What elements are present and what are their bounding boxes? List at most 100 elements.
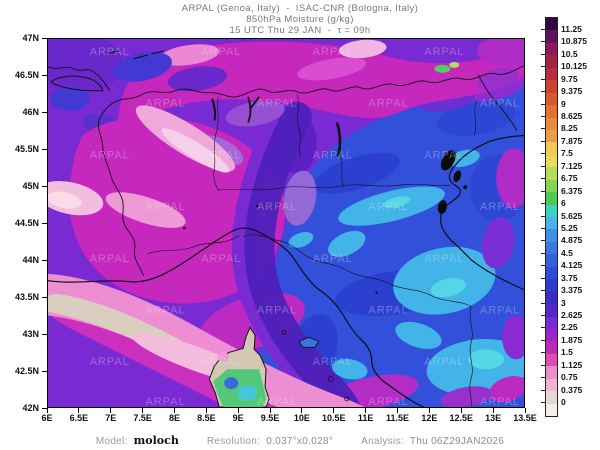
colorbar-tick [541, 277, 545, 279]
model-label: Model: [95, 436, 128, 447]
y-axis-tick [42, 296, 47, 298]
y-axis-label: 43N [22, 328, 39, 339]
colorbar-gradient [545, 17, 558, 417]
colorbar-cell [546, 142, 557, 155]
x-axis-label: 10E [293, 413, 310, 423]
colorbar-cell [546, 266, 557, 280]
colorbar-tick-label: 8.25 [561, 123, 578, 134]
coastlines [48, 134, 524, 407]
colorbar-tick [541, 140, 545, 142]
arpal-watermark: ARPAL [480, 305, 520, 317]
arpal-watermark: ARPAL [313, 46, 353, 58]
colorbar-tick [541, 364, 545, 366]
arpal-watermark: ARPAL [90, 253, 130, 265]
colorbar-tick-label: 9.375 [561, 86, 583, 97]
colorbar-tick [541, 389, 545, 391]
moisture-map: ARPAL ARPAL ARPAL ARPAL ARPAL ARPAL ARPAL ARPAL… [48, 39, 524, 407]
colorbar-tick [541, 153, 545, 155]
colorbar-cell [546, 241, 557, 255]
x-axis-tick [110, 408, 112, 413]
arpal-watermark: ARPAL [257, 305, 297, 317]
watermarks: ARPAL ARPAL ARPAL ARPAL ARPAL ARPAL ARPAL ARPAL… [90, 46, 520, 407]
colorbar-tick [541, 128, 545, 130]
colorbar-tick-label: 8.625 [561, 111, 583, 121]
y-axis-tick [42, 148, 47, 150]
colorbar-tick [541, 91, 545, 93]
arpal-watermark: ARPAL [145, 396, 185, 407]
colorbar-tick-label: 10.5 [561, 48, 578, 59]
model-value: moloch [133, 434, 179, 447]
colorbar-tick [541, 327, 545, 329]
regional-borders [147, 93, 477, 407]
colorbar-tick-label: 10.125 [561, 61, 587, 72]
x-axis-label: 12E [421, 413, 438, 423]
colorbar-tick-label: 9 [561, 98, 566, 109]
colorbar-tick-label: 0.375 [561, 384, 583, 395]
x-axis-tick [142, 408, 144, 413]
colorbar-tick-label: 4.125 [561, 260, 583, 271]
colorbar-tick-label: 1.875 [561, 334, 583, 345]
colorbar-tick [541, 339, 545, 341]
colorbar-cell [546, 55, 557, 68]
colorbar-tick [541, 116, 545, 117]
x-axis-tick [397, 408, 399, 413]
x-axis-tick [237, 408, 239, 413]
colorbar-cell [546, 105, 557, 118]
colorbar-tick-label: 6.375 [561, 185, 583, 196]
arpal-watermark: ARPAL [369, 201, 409, 213]
x-axis-label: 10.5E [322, 413, 346, 423]
analysis-field: Analysis: Thu 06Z29JAN2026 [361, 431, 504, 449]
arpal-watermark: ARPAL [369, 305, 409, 317]
colorbar-tick [541, 265, 545, 267]
resolution-value: 0.037°x0.028° [266, 436, 334, 447]
colorbar-tick [541, 240, 545, 242]
map-area: ARPAL ARPAL ARPAL ARPAL ARPAL ARPAL ARPAL ARPAL… [47, 38, 525, 408]
colorbar-tick [541, 66, 545, 68]
x-axis-tick [78, 408, 80, 413]
arpal-watermark: ARPAL [424, 46, 464, 58]
arpal-watermark: ARPAL [313, 149, 353, 161]
analysis-label: Analysis: [361, 436, 404, 447]
x-axis-tick [492, 408, 494, 413]
colorbar-cell [546, 279, 557, 292]
national-borders [48, 65, 524, 276]
arpal-watermark: ARPAL [90, 46, 130, 58]
colorbar-cell [546, 42, 557, 56]
x-axis-label: 9.5E [260, 413, 280, 423]
colorbar-tick [541, 252, 545, 254]
arpal-watermark: ARPAL [201, 253, 241, 265]
colorbar-tick [541, 215, 545, 217]
colorbar-cell [546, 403, 557, 416]
y-axis-label: 42N [22, 402, 39, 413]
x-axis-label: 11E [357, 413, 374, 423]
x-axis-label: 6.5E [69, 413, 89, 423]
colorbar-tick-label: 2.625 [561, 310, 583, 320]
y-axis-label: 44N [22, 254, 39, 265]
colorbar-cell [546, 353, 557, 367]
colorbar-tick-label: 6.75 [561, 173, 578, 184]
model-field: Model: moloch [96, 431, 179, 449]
colorbar-tick-label: 11.25 [561, 23, 582, 34]
colorbar-tick-label: 7.875 [561, 135, 583, 146]
header-field-line: 850hPa Moisture (g/kg) [246, 14, 354, 25]
arpal-watermark: ARPAL [145, 98, 185, 110]
y-axis-label: 42.5N [14, 365, 39, 376]
arpal-watermark: ARPAL [257, 396, 297, 407]
colorbar-cell [546, 67, 557, 81]
x-axis-label: 8E [168, 413, 180, 423]
y-axis-tick [42, 74, 47, 76]
arpal-watermark: ARPAL [480, 98, 520, 110]
colorbar-tick-label: 7.5 [561, 148, 573, 159]
arpal-watermark: ARPAL [257, 201, 297, 213]
arpal-watermark: ARPAL [480, 396, 520, 407]
x-axis-label: 7.5E [133, 413, 152, 423]
colorbar-cell [546, 192, 557, 205]
colorbar-cell [546, 217, 557, 230]
x-axis-label: 8.5E [197, 413, 216, 423]
colorbar-tick [541, 165, 545, 167]
corsica-island [208, 326, 270, 407]
x-axis-label: 11.5E [386, 413, 410, 423]
x-axis-tick [365, 408, 367, 413]
colorbar-cell [546, 328, 557, 342]
y-axis-label: 46.5N [14, 69, 39, 80]
